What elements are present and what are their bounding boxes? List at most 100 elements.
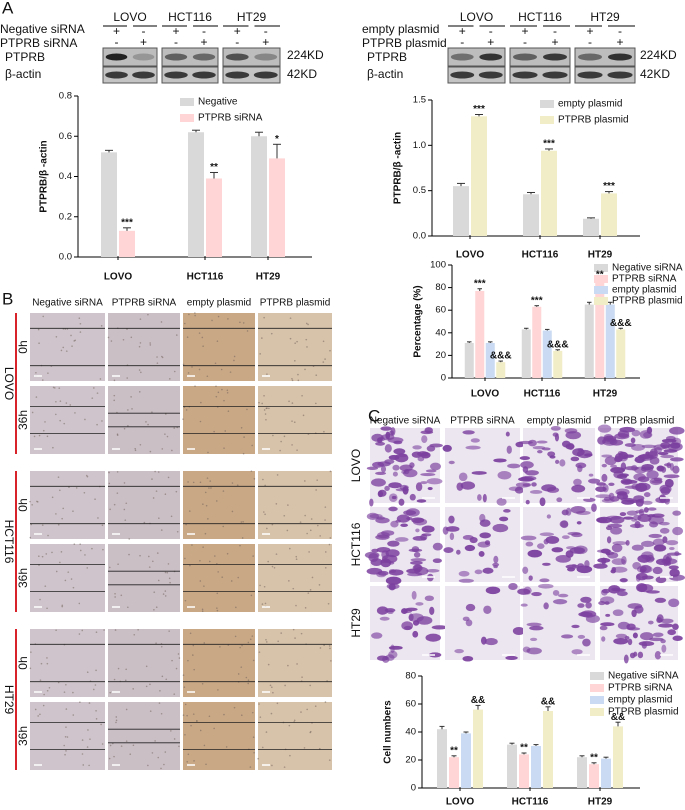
cell-speck [217, 571, 219, 573]
cell-speck [280, 440, 282, 443]
cell-speck [152, 560, 154, 563]
stained-cell [395, 537, 409, 542]
sign: - [142, 24, 146, 38]
cell-speck [222, 525, 225, 528]
sign: - [489, 24, 493, 38]
x-tick-label: LOVO [104, 272, 133, 283]
stained-cell [482, 567, 494, 574]
cell-speck [151, 752, 154, 754]
cell-speck [100, 325, 103, 327]
cell-speck [47, 534, 49, 537]
cell-speck [113, 678, 116, 681]
legend-swatch [540, 116, 554, 124]
stained-cell [622, 516, 634, 520]
stained-cell [672, 623, 679, 630]
cell-speck [86, 567, 89, 569]
cell-speck [178, 657, 181, 659]
cell-speck [291, 379, 294, 382]
cell-speck [295, 558, 298, 560]
cell-speck [297, 379, 300, 382]
stained-cell [596, 549, 612, 553]
band [542, 71, 568, 79]
micrograph [108, 471, 180, 539]
bar [496, 362, 506, 378]
cell-speck [125, 708, 128, 711]
sign: + [113, 24, 120, 38]
bar [461, 733, 471, 788]
micrograph [30, 471, 105, 539]
stained-cell [371, 632, 383, 639]
cell-speck [227, 410, 230, 413]
cell-speck [145, 665, 148, 668]
cell-speck [125, 740, 128, 742]
cell-speck [115, 719, 118, 722]
stained-cell [380, 465, 387, 473]
stained-cell [464, 544, 476, 552]
cell-speck [271, 523, 274, 526]
panel-label: B [2, 289, 13, 308]
stained-cell [670, 457, 684, 462]
cell-speck [75, 487, 78, 489]
y-tick-label: 0.0 [59, 252, 72, 263]
stained-cell [585, 614, 600, 624]
cell-speck [59, 400, 62, 402]
cell-speck [55, 513, 57, 515]
stained-cell [627, 603, 643, 609]
stained-cell [448, 515, 455, 524]
legend-swatch [594, 264, 608, 272]
y-tick-label: 0.0 [413, 231, 426, 242]
cell-speck [95, 709, 97, 712]
cell-speck [329, 537, 332, 539]
cell-speck [99, 378, 102, 380]
cell-speck [82, 764, 85, 766]
cell-speck [213, 727, 215, 730]
cell-speck [292, 628, 295, 631]
cell-speck [64, 579, 67, 582]
band [192, 53, 216, 61]
stained-cell [493, 458, 507, 463]
cell-speck [289, 337, 292, 340]
cell-speck [38, 434, 41, 437]
cell-speck [315, 489, 317, 491]
cell-line-label: HCT116 [518, 10, 562, 24]
cell-speck [157, 579, 160, 582]
stained-cell [387, 540, 400, 547]
cell-speck [42, 429, 45, 432]
significance: *** [474, 278, 486, 289]
stained-cell [584, 560, 590, 568]
stained-cell [542, 562, 551, 566]
stained-cell [415, 602, 424, 606]
cell-speck [175, 334, 178, 336]
cell-speck [101, 743, 104, 745]
cell-speck [70, 578, 73, 580]
blot-box [102, 47, 158, 67]
cell-speck [139, 318, 142, 320]
stained-cell [381, 433, 395, 441]
stained-cell [641, 444, 657, 449]
stained-cell [571, 624, 580, 629]
sign: + [459, 24, 466, 38]
cell-speck [322, 361, 325, 363]
stained-cell [600, 596, 615, 604]
stained-cell [460, 481, 476, 490]
stained-cell [552, 432, 559, 437]
cell-speck [202, 546, 204, 548]
cell-speck [35, 371, 37, 374]
cell-speck [264, 602, 267, 605]
cell-speck [264, 513, 266, 516]
stained-cell [426, 569, 440, 573]
band [513, 53, 537, 61]
cell-speck [39, 598, 41, 601]
stained-cell [425, 469, 437, 473]
cell-speck [128, 538, 131, 540]
cell-line-label: LOVO [2, 367, 16, 400]
column-header: PTPRB plasmid [604, 416, 675, 427]
cell-speck [95, 631, 98, 634]
cell-speck [252, 659, 255, 662]
size-label: 224KD [640, 48, 677, 62]
stained-cell [525, 470, 539, 476]
bar [613, 726, 623, 788]
sign: - [264, 24, 268, 38]
stained-cell [571, 564, 577, 568]
cell-speck [159, 689, 161, 692]
